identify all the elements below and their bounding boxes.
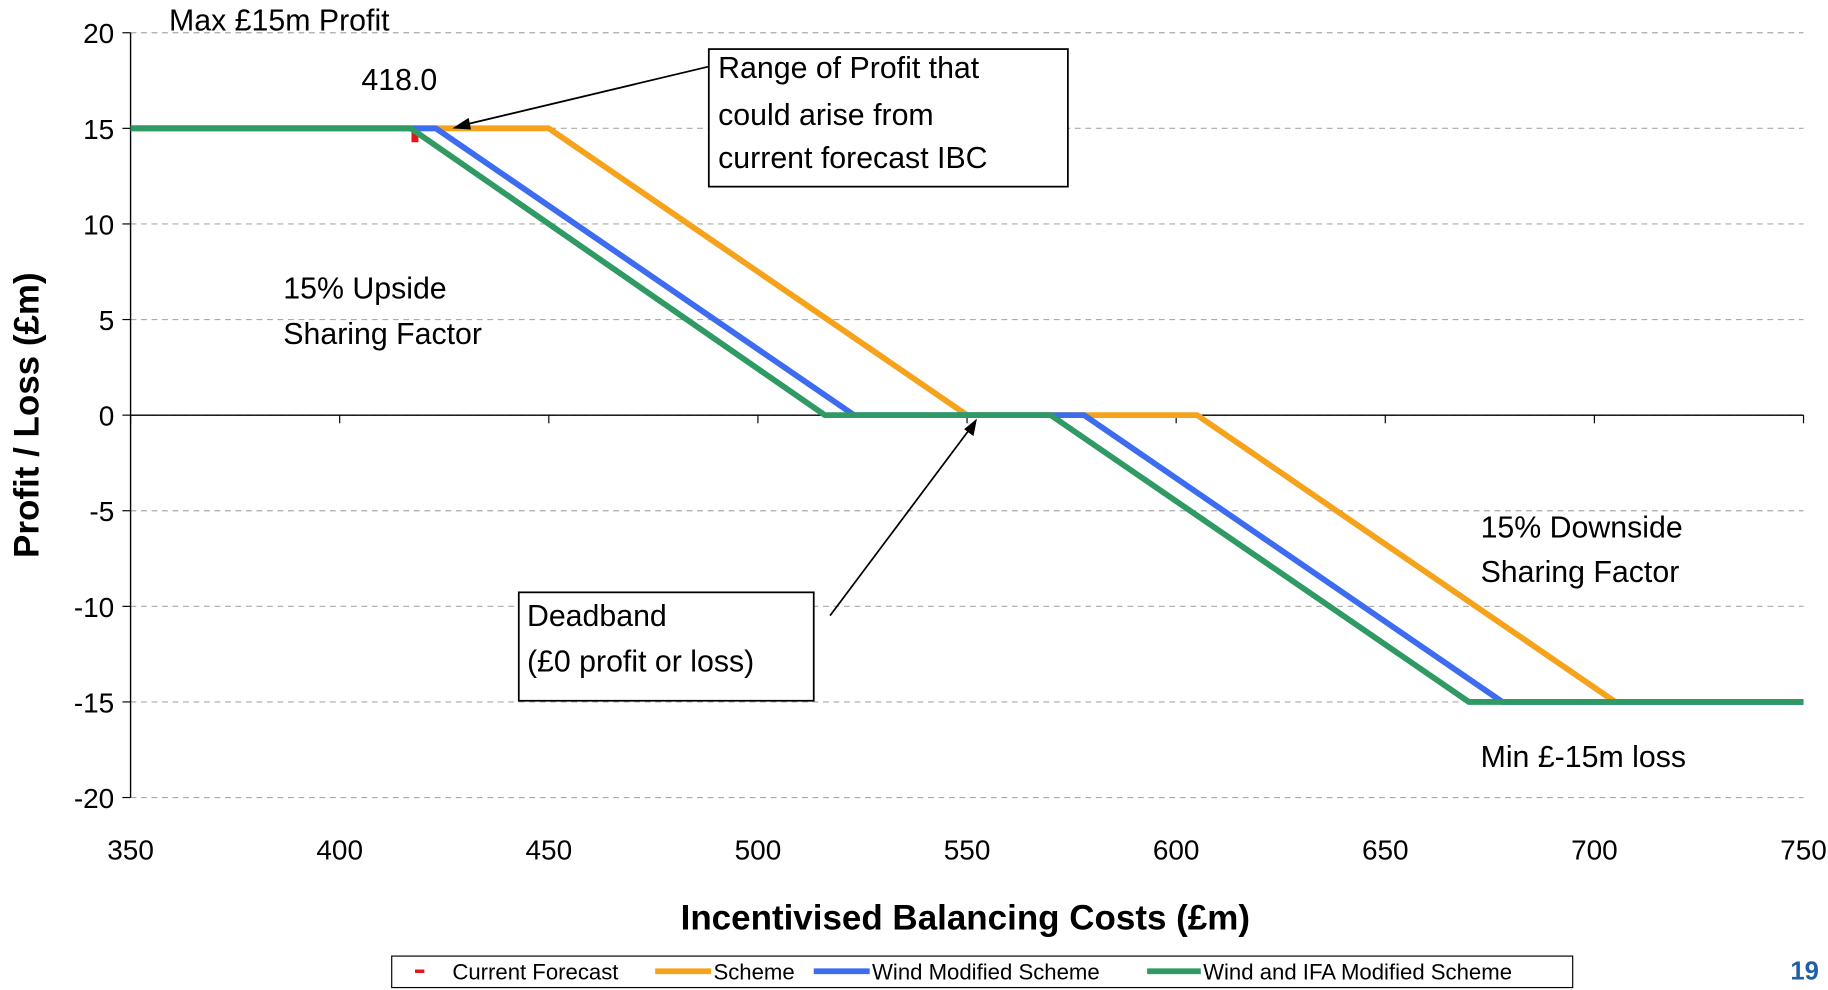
grid: -20 -15 -10 -5 0 5 10 15 20 350 400 450 500 550 600 650… <box>74 18 1827 865</box>
annotation-box <box>517 591 815 702</box>
annotation: Sharing Factor <box>283 318 482 351</box>
legend <box>391 955 1574 989</box>
x-tick-label: 500 <box>735 834 782 865</box>
legend-label: Current Forecast <box>452 959 618 984</box>
y-tick-label: 20 <box>83 18 114 49</box>
x-tick-label: 400 <box>316 834 363 865</box>
y-tick-label: -20 <box>74 783 114 814</box>
arrow <box>829 425 973 617</box>
annotation: 15% Upside <box>283 273 446 306</box>
y-tick-label: 5 <box>99 305 115 336</box>
plot <box>130 125 1804 705</box>
y-tick-label: 10 <box>83 209 114 240</box>
x-axis-title: Incentivised Balancing Costs (£m) <box>681 898 1250 937</box>
arrowhead <box>452 117 471 130</box>
legend-label: Wind and IFA Modified Scheme <box>1203 959 1512 984</box>
y-tick-label: 0 <box>99 401 115 432</box>
annotation: 418.0 <box>361 64 437 97</box>
y-axis-title: Profit / Loss (£m) <box>7 272 46 558</box>
x-tick-label: 350 <box>107 834 154 865</box>
legend-items: Current Forecast Scheme Wind Modified Sche… <box>415 959 1512 984</box>
y-tick-label: 15 <box>83 114 114 145</box>
y-tick-label: -5 <box>89 496 114 527</box>
legend-label: Scheme <box>713 959 794 984</box>
annotation: (£0 profit or loss) <box>527 646 754 679</box>
x-tick-label: 600 <box>1153 834 1200 865</box>
y-tick-label: -15 <box>74 687 114 718</box>
legend-label: Wind Modified Scheme <box>872 959 1100 984</box>
annotation: Min £-15m loss <box>1481 741 1686 774</box>
data-point <box>411 131 419 143</box>
series-line <box>130 125 1804 705</box>
annotation: current forecast IBC <box>718 142 987 175</box>
y-tick-label: -10 <box>74 592 114 623</box>
x-tick-label: 450 <box>525 834 572 865</box>
annotation: Range of Profit that <box>718 52 980 85</box>
annotation: Max £15m Profit <box>169 4 390 37</box>
arrowhead <box>964 418 977 437</box>
annotation: could arise from <box>718 99 934 132</box>
x-tick-label: 550 <box>944 834 991 865</box>
x-tick-label: 650 <box>1362 834 1409 865</box>
annotation-box <box>707 48 1069 188</box>
annotation: Deadband <box>527 600 667 633</box>
arrow <box>459 65 710 127</box>
annotation: Sharing Factor <box>1481 556 1680 589</box>
x-tick-label: 700 <box>1571 834 1618 865</box>
x-tick-label: 750 <box>1780 834 1827 865</box>
page-number: 19 <box>1790 957 1819 985</box>
annotation: 15% Downside <box>1481 512 1683 545</box>
